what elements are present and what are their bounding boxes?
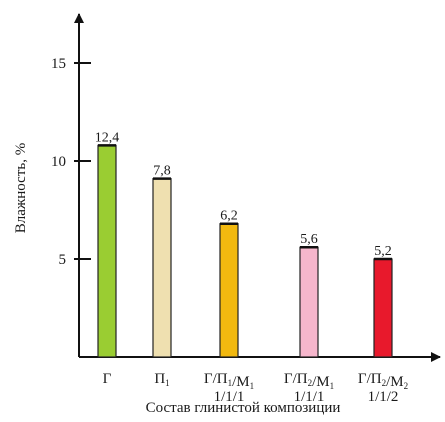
x-tick-label: Г <box>103 371 112 387</box>
data-label: 5,2 <box>374 244 392 259</box>
data-label: 5,6 <box>300 232 318 247</box>
bar <box>97 144 117 358</box>
x-tick-labels: Г П1 Г/П1/М11/1/1Г/П2/М11/1/1Г/П2/М21/1/2 <box>103 371 408 405</box>
bar <box>152 178 172 358</box>
x-tick-ratio: 1/1/1 <box>214 389 245 405</box>
bars <box>97 144 393 358</box>
x-tick-label: П1 <box>154 371 169 388</box>
data-label: 7,8 <box>153 164 171 179</box>
x-tick-label: Г/П1/М1 <box>204 371 254 391</box>
x-tick-ratio: 1/1/1 <box>294 389 325 405</box>
x-axis-label: Состав глинистой композиции <box>146 400 341 416</box>
y-ticks: 5 10 15 <box>51 56 91 268</box>
bar <box>219 223 239 358</box>
bar <box>299 246 319 358</box>
x-tick-label: Г/П2/М2 <box>358 371 408 391</box>
bar <box>373 258 393 358</box>
data-label: 12,4 <box>95 130 120 145</box>
x-tick-label: Г/П2/М1 <box>284 371 334 391</box>
data-label: 6,2 <box>220 209 238 224</box>
x-tick-ratio: 1/1/2 <box>368 389 399 405</box>
y-tick-label: 15 <box>51 56 66 72</box>
y-tick-label: 10 <box>51 154 66 170</box>
y-tick-label: 5 <box>59 252 67 268</box>
data-labels: 12,4 7,8 6,2 5,6 5,2 <box>95 130 392 259</box>
y-axis-label: Влажность, % <box>13 143 29 233</box>
